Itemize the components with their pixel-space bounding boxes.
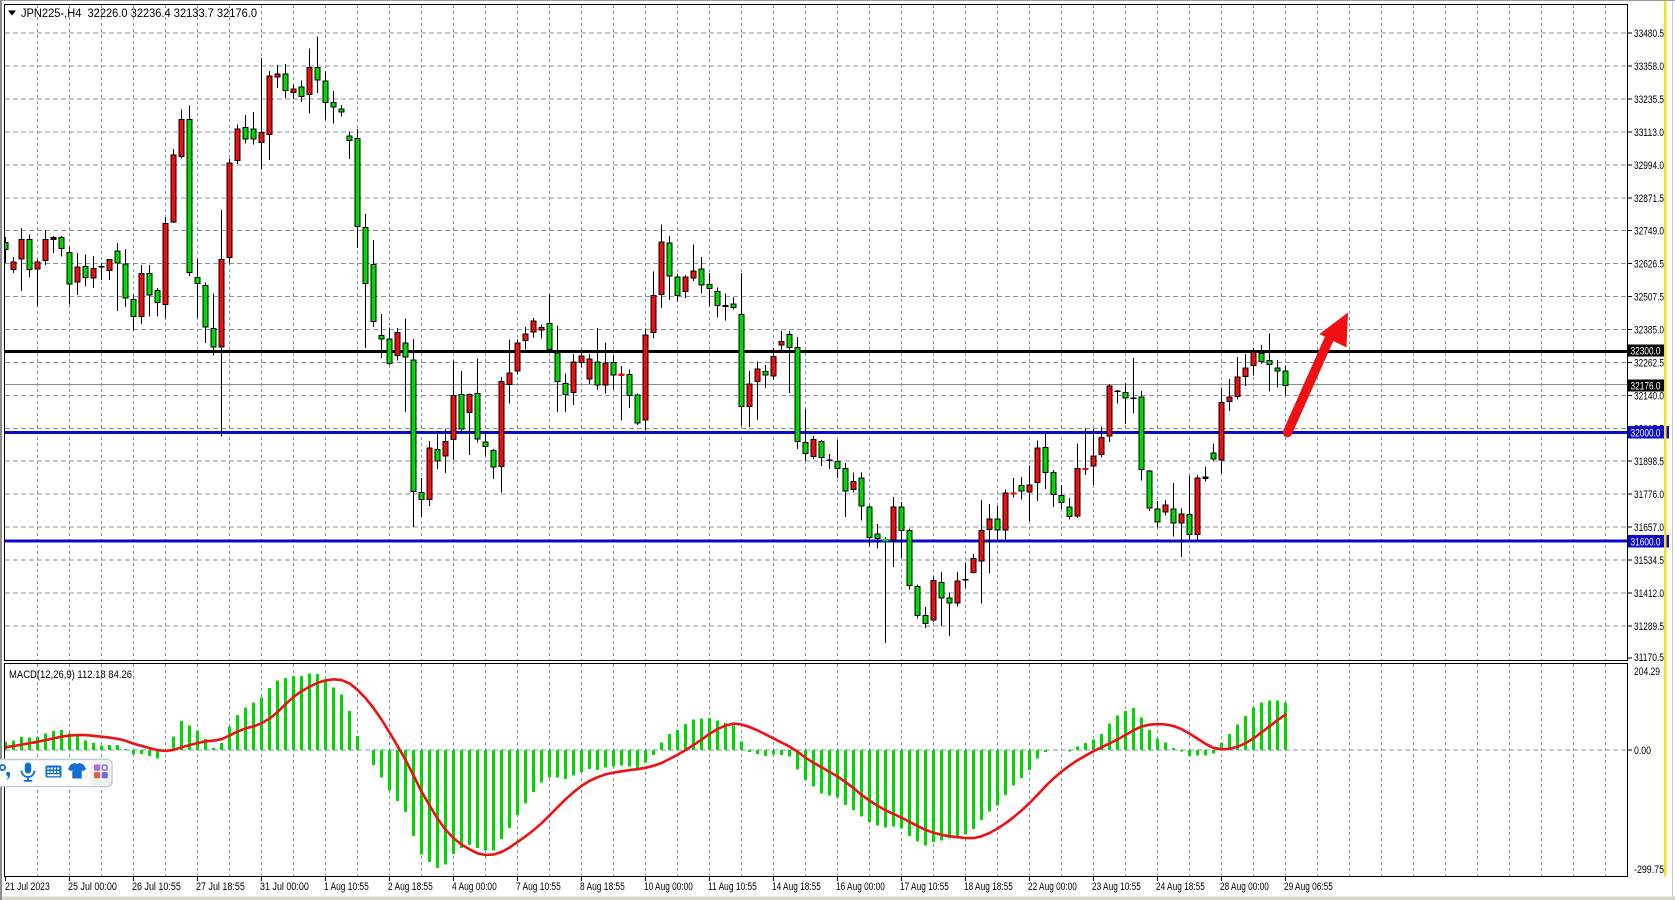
svg-text:33358.0: 33358.0 [1634, 61, 1664, 73]
svg-text:8 Aug 18:55: 8 Aug 18:55 [580, 881, 625, 893]
svg-text:17 Aug 10:55: 17 Aug 10:55 [900, 881, 949, 893]
svg-text:31898.5: 31898.5 [1634, 456, 1664, 468]
svg-text:33113.0: 33113.0 [1634, 127, 1664, 139]
svg-text:32176.0: 32176.0 [1631, 381, 1661, 393]
svg-text:32871.5: 32871.5 [1634, 193, 1664, 205]
svg-text:32000.0: 32000.0 [1631, 428, 1661, 440]
svg-text:32507.5: 32507.5 [1634, 292, 1664, 304]
svg-text:31170.5: 31170.5 [1634, 652, 1664, 664]
svg-text:32385.0: 32385.0 [1634, 325, 1664, 337]
svg-text:0.00: 0.00 [1634, 745, 1651, 757]
svg-text:28 Aug 00:00: 28 Aug 00:00 [1220, 881, 1269, 893]
svg-text:33480.5: 33480.5 [1634, 28, 1664, 40]
svg-text:22 Aug 00:00: 22 Aug 00:00 [1028, 881, 1077, 893]
svg-text:31 Jul 00:00: 31 Jul 00:00 [260, 881, 309, 893]
svg-text:18 Aug 18:55: 18 Aug 18:55 [964, 881, 1013, 893]
svg-text:27 Jul 18:55: 27 Jul 18:55 [196, 881, 245, 893]
svg-text:21 Jul 2023: 21 Jul 2023 [5, 881, 50, 893]
svg-text:32140.0: 32140.0 [1634, 390, 1664, 402]
svg-text:32749.0: 32749.0 [1634, 226, 1664, 238]
svg-text:33235.5: 33235.5 [1634, 94, 1664, 106]
svg-text:32262.5: 32262.5 [1634, 358, 1664, 370]
svg-text:23 Aug 10:55: 23 Aug 10:55 [1092, 881, 1141, 893]
svg-text:4 Aug 00:00: 4 Aug 00:00 [452, 881, 497, 893]
svg-text:31412.0: 31412.0 [1634, 588, 1664, 600]
svg-text:1 Aug 10:55: 1 Aug 10:55 [324, 881, 369, 893]
svg-text:2 Aug 18:55: 2 Aug 18:55 [388, 881, 433, 893]
svg-text:31534.5: 31534.5 [1634, 555, 1664, 567]
svg-text:32626.5: 32626.5 [1634, 259, 1664, 271]
svg-text:25 Jul 00:00: 25 Jul 00:00 [68, 881, 117, 893]
svg-text:11 Aug 10:55: 11 Aug 10:55 [708, 881, 757, 893]
svg-text:JPN225-,H4 32226.0 32236.4 32: JPN225-,H4 32226.0 32236.4 32133.7 32176… [21, 8, 257, 20]
svg-text:32300.0: 32300.0 [1631, 346, 1661, 358]
svg-text:24 Aug 18:55: 24 Aug 18:55 [1156, 881, 1205, 893]
svg-text:32994.0: 32994.0 [1634, 160, 1664, 172]
svg-text:31600.0: 31600.0 [1631, 537, 1661, 549]
svg-text:31289.5: 31289.5 [1634, 621, 1664, 633]
svg-text:26 Jul 10:55: 26 Jul 10:55 [132, 881, 181, 893]
svg-text:29 Aug 06:55: 29 Aug 06:55 [1284, 881, 1333, 893]
svg-text:7 Aug 10:55: 7 Aug 10:55 [516, 881, 561, 893]
svg-text:204.29: 204.29 [1634, 666, 1660, 678]
svg-text:MACD(12,26,9) 112.18 84.26: MACD(12,26,9) 112.18 84.26 [9, 669, 132, 681]
svg-text:16 Aug 00:00: 16 Aug 00:00 [836, 881, 885, 893]
svg-text:10 Aug 00:00: 10 Aug 00:00 [644, 881, 693, 893]
svg-text:14 Aug 18:55: 14 Aug 18:55 [772, 881, 821, 893]
svg-text:-299.75: -299.75 [1634, 864, 1664, 876]
svg-text:31776.0: 31776.0 [1634, 489, 1664, 501]
svg-text:31657.0: 31657.0 [1634, 522, 1664, 534]
